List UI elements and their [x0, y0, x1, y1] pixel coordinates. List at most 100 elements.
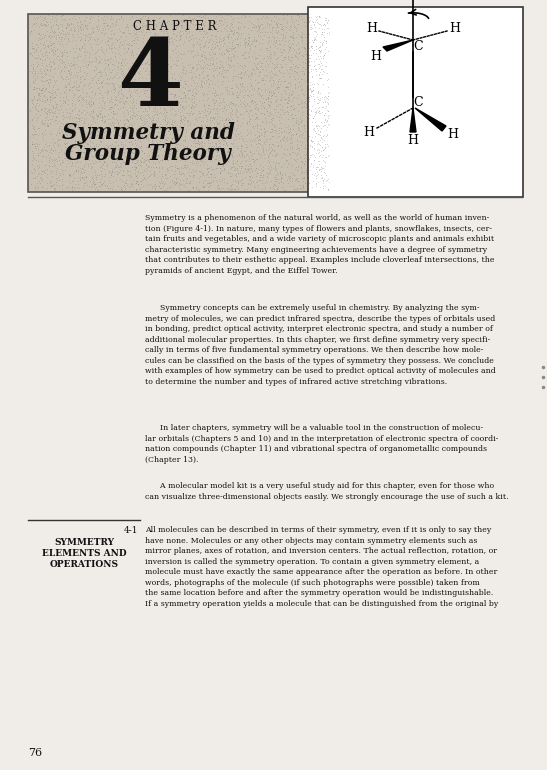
Point — [62, 21, 71, 33]
Point — [31, 16, 40, 28]
Point — [216, 14, 224, 26]
Point — [322, 27, 331, 39]
Point — [40, 69, 49, 82]
Point — [257, 169, 266, 181]
Point — [245, 85, 253, 97]
Point — [290, 182, 299, 195]
Point — [260, 69, 269, 81]
Point — [33, 87, 42, 99]
Point — [96, 108, 104, 120]
Point — [272, 18, 281, 31]
Point — [324, 109, 333, 122]
Point — [175, 173, 184, 186]
Point — [44, 152, 53, 164]
Point — [263, 154, 272, 166]
Point — [138, 19, 147, 32]
Point — [148, 82, 157, 94]
Point — [63, 19, 72, 32]
Point — [221, 112, 230, 125]
Point — [303, 15, 312, 27]
Point — [42, 128, 50, 140]
Point — [130, 106, 138, 119]
Point — [195, 111, 204, 123]
Point — [249, 97, 258, 109]
Point — [195, 10, 204, 22]
Point — [256, 122, 265, 135]
Point — [156, 45, 165, 58]
Point — [79, 60, 88, 72]
Point — [82, 29, 91, 42]
Point — [84, 28, 93, 40]
Point — [203, 22, 212, 34]
Point — [138, 78, 147, 90]
Point — [31, 154, 40, 166]
Point — [207, 161, 216, 173]
Point — [249, 33, 258, 45]
Point — [54, 139, 62, 151]
Point — [75, 171, 84, 183]
Point — [76, 165, 85, 177]
Point — [50, 154, 59, 166]
Point — [83, 86, 92, 99]
Point — [203, 31, 212, 43]
Point — [29, 43, 38, 55]
Point — [246, 125, 254, 137]
Point — [72, 111, 80, 123]
Point — [309, 84, 318, 96]
Point — [97, 160, 106, 172]
Point — [96, 107, 104, 119]
Point — [131, 72, 139, 85]
Point — [208, 82, 217, 94]
Point — [220, 119, 229, 132]
Point — [31, 183, 39, 196]
Point — [310, 59, 319, 72]
Point — [48, 44, 56, 56]
Point — [138, 51, 147, 63]
Point — [257, 56, 266, 69]
Point — [34, 27, 43, 39]
Point — [166, 18, 175, 30]
Point — [230, 134, 239, 146]
Point — [92, 137, 101, 149]
Point — [281, 80, 290, 92]
Point — [170, 179, 178, 191]
Point — [43, 106, 52, 119]
Point — [178, 152, 187, 164]
Point — [83, 22, 92, 35]
Point — [241, 11, 249, 23]
Point — [251, 163, 259, 176]
Point — [232, 70, 241, 82]
Point — [269, 129, 278, 142]
Point — [120, 78, 129, 90]
Point — [241, 155, 249, 167]
Point — [95, 23, 104, 35]
Point — [284, 97, 293, 109]
Point — [227, 149, 236, 162]
Point — [156, 54, 165, 66]
Point — [205, 56, 214, 69]
Point — [158, 161, 167, 173]
Point — [139, 146, 148, 159]
Point — [69, 103, 78, 116]
Point — [191, 132, 200, 144]
Point — [299, 89, 308, 101]
Point — [84, 95, 93, 108]
Point — [109, 117, 118, 129]
Point — [201, 179, 210, 191]
Point — [311, 125, 319, 137]
Point — [157, 45, 166, 58]
Point — [322, 56, 330, 69]
Point — [214, 31, 223, 43]
Point — [231, 104, 240, 116]
Point — [154, 62, 162, 75]
Point — [209, 35, 218, 47]
Point — [281, 35, 289, 47]
Point — [298, 114, 306, 126]
Point — [34, 138, 43, 150]
Point — [48, 179, 56, 192]
Point — [226, 126, 235, 138]
Point — [181, 95, 190, 108]
Point — [158, 34, 167, 46]
Point — [156, 182, 165, 194]
Point — [123, 20, 131, 32]
